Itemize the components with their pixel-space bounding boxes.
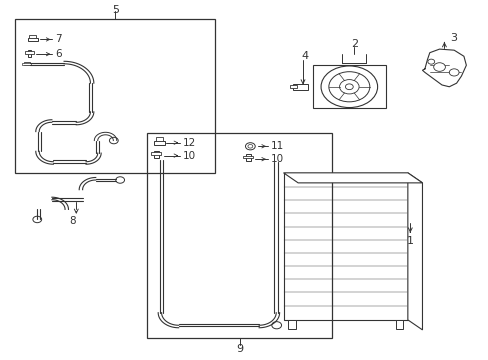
Bar [156,137,163,140]
Polygon shape [283,173,422,183]
Text: 11: 11 [270,141,284,151]
Bar [29,35,36,38]
Bar [25,51,34,54]
Bar [154,140,164,145]
Circle shape [245,143,255,150]
Circle shape [328,72,369,102]
Circle shape [321,66,377,108]
Polygon shape [407,173,422,330]
Circle shape [433,63,445,71]
Text: 5: 5 [112,5,119,15]
Circle shape [271,321,281,329]
Bar [154,150,159,158]
Circle shape [33,216,41,223]
Text: 4: 4 [301,51,308,61]
Text: 8: 8 [69,216,76,225]
Bar [147,134,331,338]
Bar [27,38,38,41]
Bar [395,320,402,329]
Bar [15,19,215,173]
Bar [283,173,407,320]
Text: 10: 10 [270,154,284,164]
Bar [293,84,307,90]
Circle shape [427,59,434,64]
Bar [27,50,31,57]
Text: 12: 12 [183,138,196,148]
Bar [151,152,161,155]
Circle shape [345,84,352,90]
Text: 7: 7 [55,35,62,44]
Circle shape [448,69,458,76]
Bar [288,320,295,329]
Bar [245,154,250,161]
Text: 6: 6 [55,49,62,59]
Bar [22,63,31,64]
Circle shape [247,144,252,148]
Text: 3: 3 [450,33,457,43]
Circle shape [339,80,358,94]
Text: 10: 10 [183,150,196,161]
Text: 9: 9 [236,343,243,354]
Bar [243,156,252,158]
Bar [289,85,297,88]
Text: 1: 1 [406,236,413,246]
Polygon shape [422,49,466,87]
Circle shape [109,137,118,144]
Bar [24,62,30,65]
Bar [312,65,385,108]
Text: 2: 2 [350,39,357,49]
Circle shape [116,177,124,183]
